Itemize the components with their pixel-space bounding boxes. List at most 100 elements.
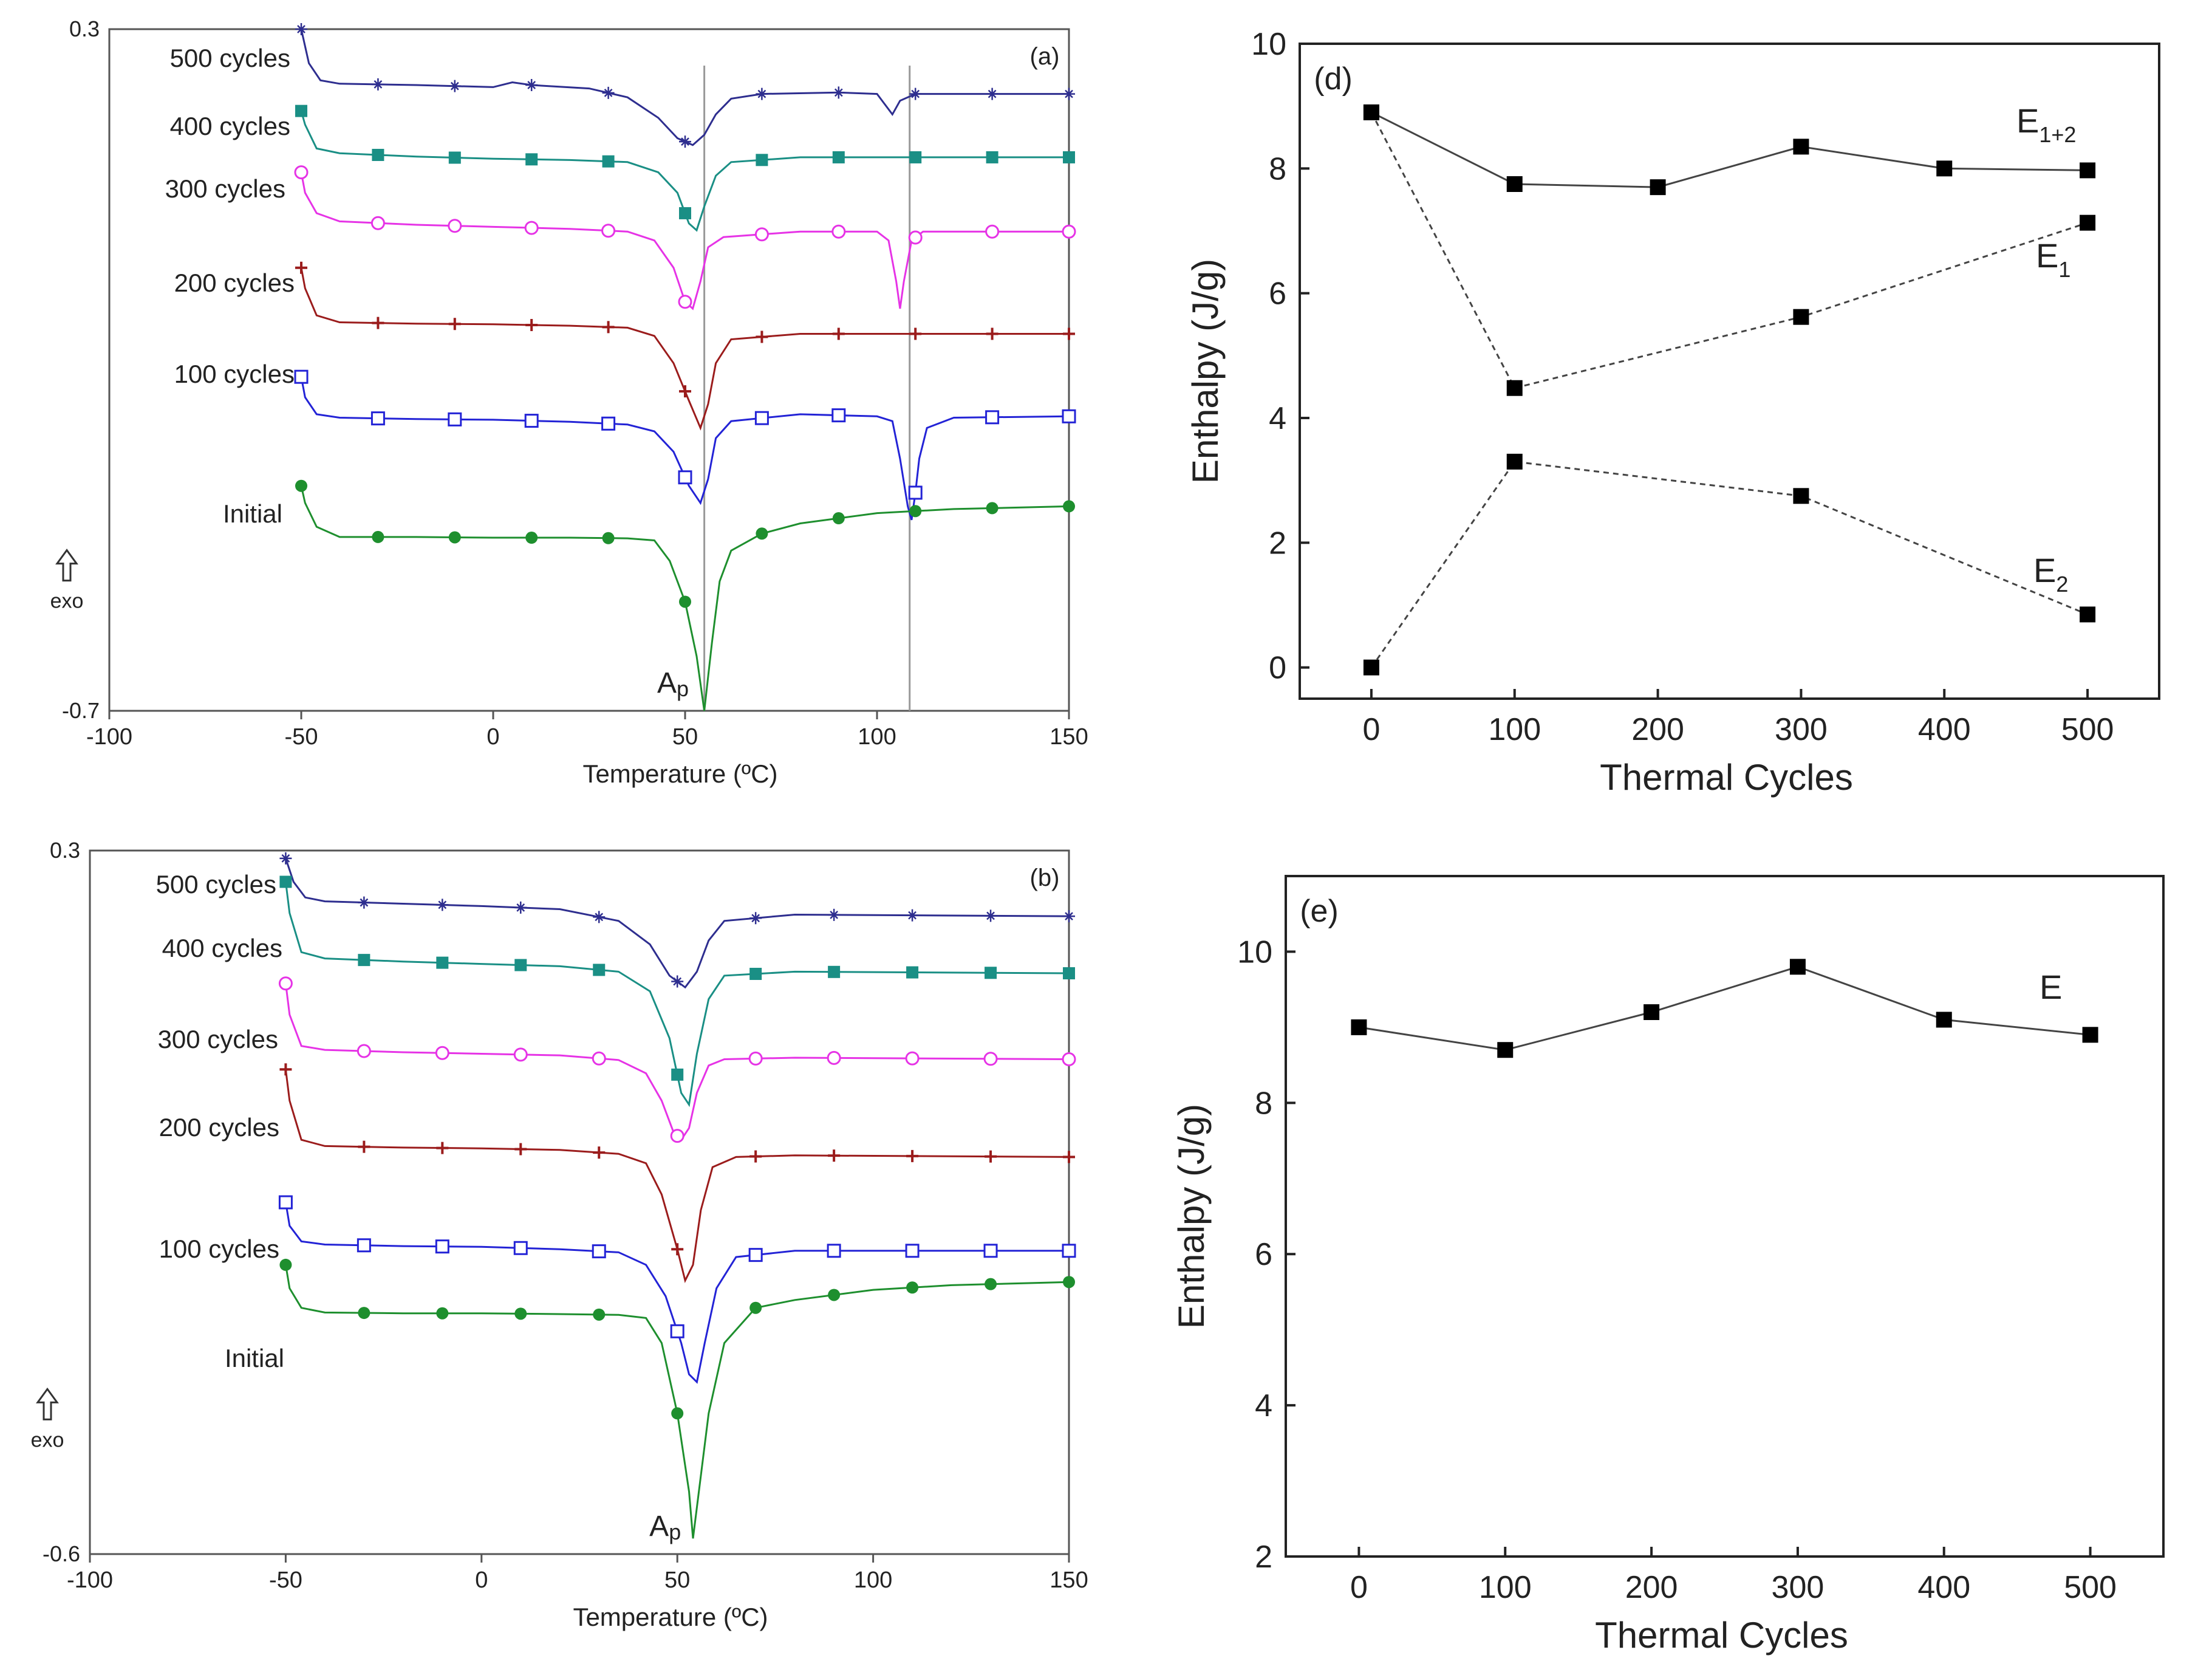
x-tick-label: 0 <box>486 724 499 750</box>
x-tick-label: 400 <box>1918 712 1971 747</box>
y-tick-label: 0 <box>1269 651 1286 686</box>
series-marker <box>671 1407 684 1420</box>
series-marker <box>1063 151 1075 163</box>
y-tick-label-top: 0.3 <box>69 16 100 41</box>
series-label: E1 <box>2036 236 2070 282</box>
series-marker <box>525 532 538 544</box>
series-marker <box>832 86 845 99</box>
series-marker <box>905 1244 920 1258</box>
data-point <box>1506 380 1523 396</box>
series-marker <box>448 151 461 164</box>
series-marker <box>435 1046 449 1060</box>
series-marker <box>909 505 922 518</box>
series-marker <box>909 327 922 340</box>
series-marker <box>602 155 615 168</box>
series-marker <box>436 1307 449 1320</box>
series-marker <box>448 219 462 233</box>
x-tick-label: -50 <box>285 724 318 750</box>
series-marker <box>513 1241 528 1255</box>
series-marker <box>370 411 385 426</box>
series-marker <box>908 230 923 245</box>
series-marker <box>279 1258 292 1271</box>
series-marker <box>1063 87 1075 100</box>
series-label-sub: 1+2 <box>2039 122 2076 147</box>
series-marker <box>448 531 461 544</box>
plot-frame <box>1299 43 2160 700</box>
series-marker <box>358 1140 370 1153</box>
series-marker <box>831 408 846 423</box>
series-marker <box>670 1324 684 1338</box>
dsc-panel-a: -100 -50 0 50 100 150 0.3 -0.7 Temperature (ºC) (… <box>50 16 1088 788</box>
series-marker <box>525 79 538 92</box>
y-tick-label-bottom: -0.6 <box>43 1541 80 1566</box>
series-line <box>300 376 1070 521</box>
series-marker <box>756 87 768 100</box>
data-point <box>1351 1019 1367 1035</box>
x-tick-label: 300 <box>1772 1570 1825 1605</box>
series-marker <box>358 896 370 909</box>
series-label-sub: 2 <box>2056 572 2068 597</box>
series-marker <box>827 1244 841 1258</box>
series-marker <box>279 875 292 888</box>
y-tick-label: 2 <box>1269 526 1286 561</box>
x-tick-label: 150 <box>1050 1567 1088 1593</box>
series-marker <box>593 1308 606 1321</box>
data-point <box>2082 1027 2098 1043</box>
enthalpy-panel-d: 0 100 200 300 400 500 0 2 4 6 8 10 Thermal Cycles Ent… <box>1185 27 2160 798</box>
y-tick-label: 8 <box>1255 1086 1272 1121</box>
exo-label: exo <box>50 590 84 613</box>
data-point <box>1789 959 1806 975</box>
series-400-cycles <box>279 875 1075 1108</box>
series-marker <box>985 224 1000 239</box>
data-point <box>1497 1042 1514 1058</box>
peak-label-sub: p <box>669 1519 681 1544</box>
series-line <box>1370 112 2088 389</box>
series-marker <box>448 318 461 330</box>
x-tick-label: 300 <box>1775 712 1828 747</box>
series-marker <box>602 532 615 544</box>
series-label: E2 <box>2033 551 2068 597</box>
series-marker <box>601 416 616 431</box>
series-marker <box>678 295 692 309</box>
series-label: 100 cycles <box>174 360 295 388</box>
peak-label-sub: p <box>677 676 689 701</box>
peak-label: Ap <box>649 1510 681 1544</box>
x-axis-label: Temperature (ºC) <box>582 759 777 788</box>
series-marker <box>756 154 768 166</box>
data-point <box>1644 1004 1660 1020</box>
series-marker <box>593 911 606 923</box>
series-marker <box>983 1244 998 1258</box>
data-point <box>1506 176 1523 192</box>
series-marker <box>832 327 845 340</box>
series-marker <box>525 318 538 331</box>
series-marker <box>754 227 769 242</box>
series-marker <box>905 1051 920 1066</box>
series-marker <box>1063 1151 1075 1163</box>
series-label: E1+2 <box>2016 101 2076 147</box>
series-marker <box>906 966 919 979</box>
series-500-cycles <box>279 852 1075 989</box>
series-marker <box>985 410 1000 425</box>
series-marker <box>1063 500 1075 513</box>
series-marker <box>909 87 922 100</box>
series-initial <box>279 1258 1075 1539</box>
series-marker <box>448 80 461 92</box>
x-tick-label: 0 <box>1350 1570 1368 1605</box>
series-marker <box>514 1143 527 1156</box>
series-label: 500 cycles <box>170 44 290 72</box>
series-marker <box>279 852 292 865</box>
series-marker <box>592 1051 606 1066</box>
panel-label: (a) <box>1030 43 1060 70</box>
series-marker <box>295 479 307 492</box>
exo-label: exo <box>31 1428 64 1451</box>
series-e1plus2 <box>1363 104 2096 196</box>
series-marker <box>828 1289 841 1301</box>
series-marker <box>670 1129 684 1143</box>
series-marker <box>1063 967 1075 980</box>
y-axis-label: Enthalpy (J/g) <box>1171 1104 1212 1329</box>
x-tick-label: -100 <box>86 724 132 750</box>
series-label: 200 cycles <box>174 269 295 297</box>
series-marker <box>831 224 846 239</box>
x-tick-label: 150 <box>1050 724 1088 750</box>
x-tick-label: -100 <box>67 1567 113 1593</box>
